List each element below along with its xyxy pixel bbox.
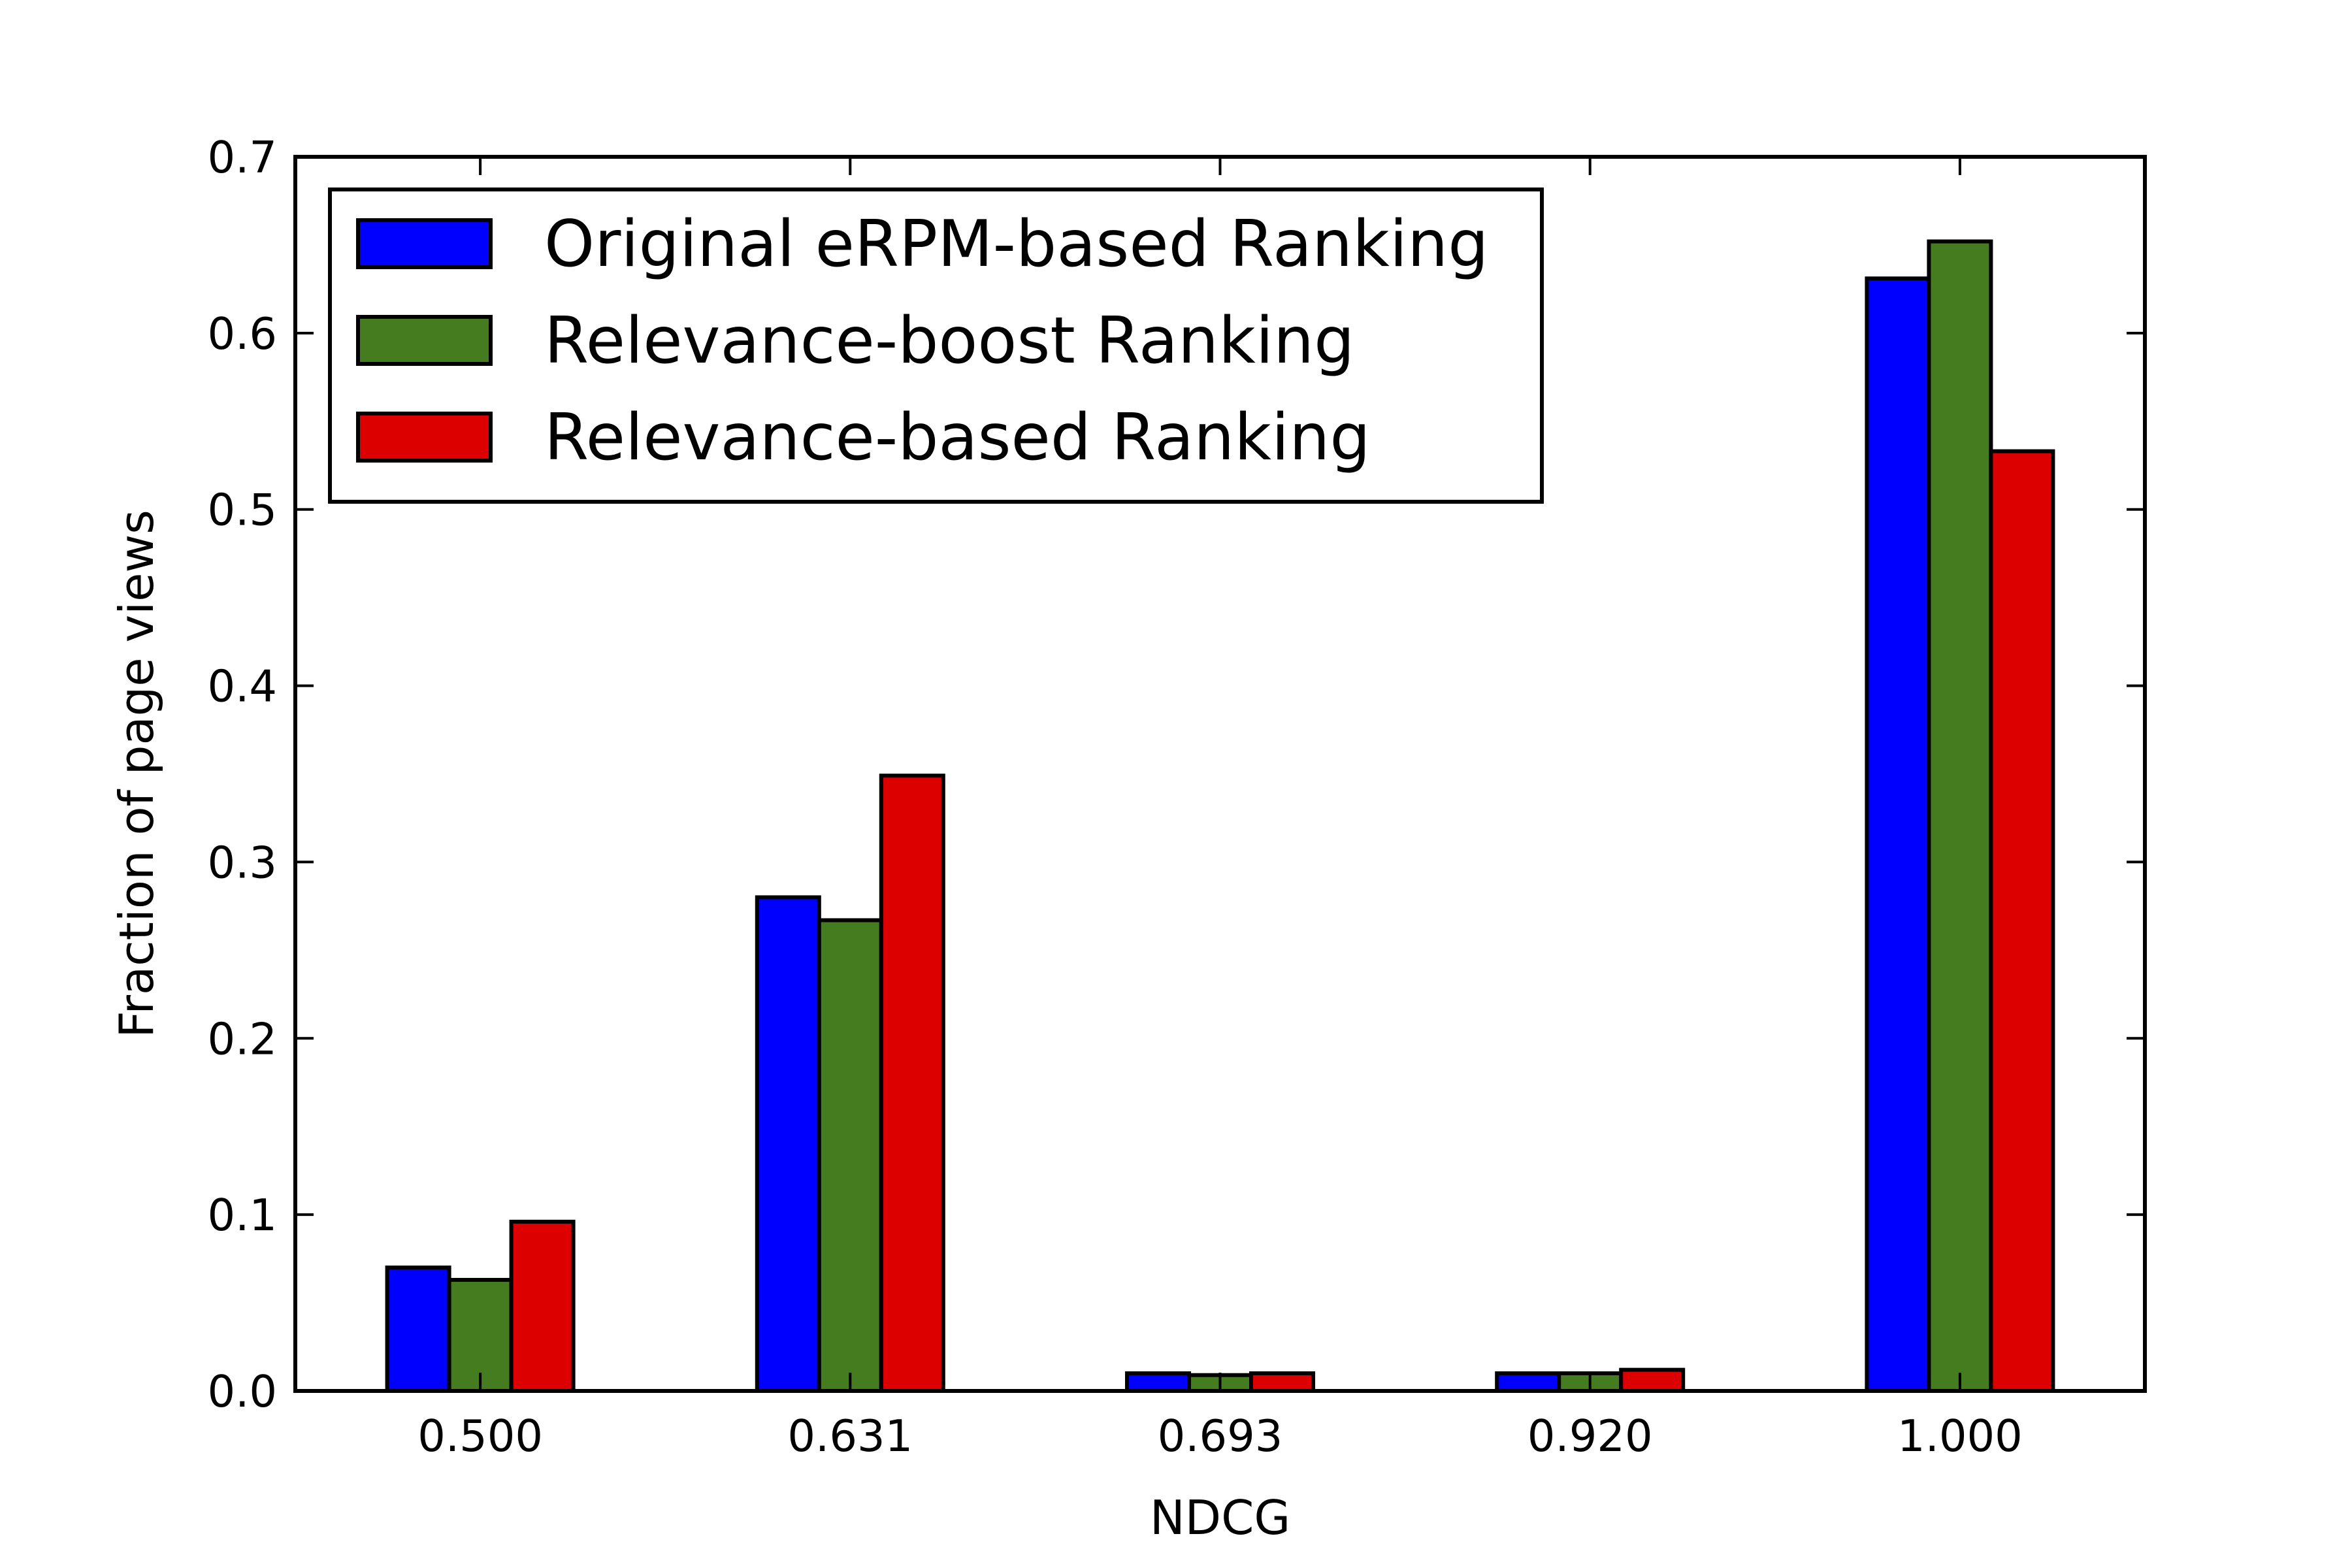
y-tick-label: 0.3	[207, 837, 277, 888]
bar-0.920-series-3	[1619, 1367, 1686, 1394]
bar-0.500-series-3	[509, 1219, 576, 1393]
bars-layer	[385, 239, 2055, 1394]
bar-1.000-series-1	[1865, 276, 1931, 1393]
bar-0.500-series-1	[385, 1266, 451, 1393]
x-tick-label: 0.693	[1158, 1411, 1283, 1462]
y-tick-label: 0.0	[207, 1366, 277, 1417]
plot-frame	[293, 155, 2147, 1393]
legend-swatch-series-3	[356, 412, 493, 463]
legend-frame	[328, 188, 1544, 504]
legend-label-series-2: Relevance-boost Ranking	[544, 304, 1354, 378]
bar-0.693-series-3	[1249, 1371, 1315, 1394]
bar-0.693-series-1	[1125, 1371, 1191, 1394]
y-tick-label: 0.4	[207, 661, 277, 712]
x-tick-label: 0.920	[1527, 1411, 1653, 1462]
legend-label-series-3: Relevance-based Ranking	[544, 400, 1371, 475]
y-axis-label: Fraction of page views	[109, 510, 164, 1038]
bar-0.500-series-2	[447, 1277, 514, 1393]
legend-swatch-series-2	[356, 315, 493, 366]
legend: Original eRPM-based Ranking Relevance-boo…	[328, 188, 1544, 504]
bar-0.631-series-3	[879, 774, 945, 1394]
x-tick-label: 0.500	[417, 1411, 543, 1462]
legend-label-series-1: Original eRPM-based Ranking	[544, 207, 1488, 282]
bar-0.631-series-2	[817, 918, 883, 1393]
x-tick-label: 1.000	[1897, 1411, 2023, 1462]
legend-swatch-series-1	[356, 218, 493, 269]
y-tick-label: 0.6	[207, 308, 277, 359]
bar-1.000-series-3	[1989, 449, 2055, 1394]
bar-1.000-series-2	[1927, 239, 1993, 1394]
y-tick-label: 0.2	[207, 1013, 277, 1064]
y-tick-label: 0.1	[207, 1190, 277, 1241]
bar-0.631-series-1	[755, 895, 821, 1393]
bar-0.920-series-1	[1495, 1371, 1561, 1394]
y-tick-label: 0.5	[207, 485, 277, 536]
y-tick-label: 0.7	[207, 132, 277, 183]
x-tick-label: 0.631	[787, 1411, 913, 1462]
x-axis-label: NDCG	[1150, 1490, 1290, 1545]
tick-labels-layer: 0.0 0.1 0.2 0.3 0.4 0.5 0.6 0.7 0.500 0.631 0.693 0…	[207, 132, 2022, 1462]
